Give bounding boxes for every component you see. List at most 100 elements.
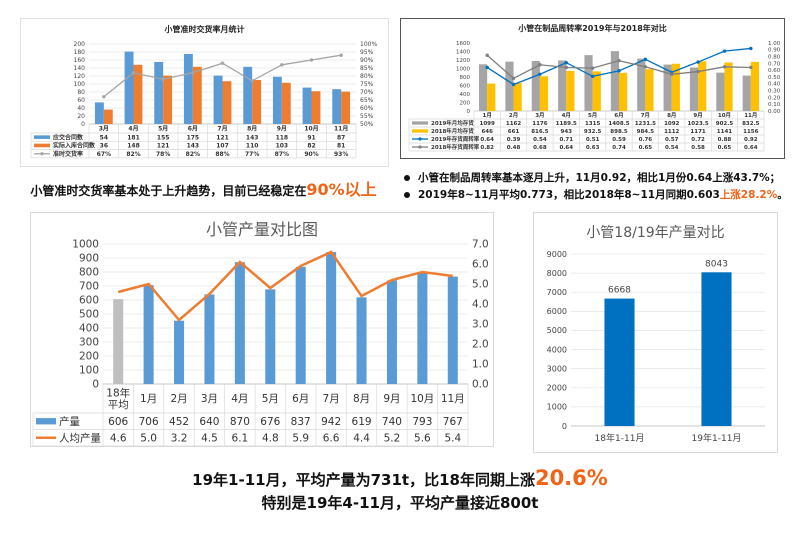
table-value-cell: 0.51 [586,137,600,143]
bar [645,69,654,111]
bar [341,91,351,124]
right-axis-tick: 7.0 [472,239,489,251]
table-value-cell: 0.54 [533,137,547,143]
left-axis-tick: 20 [77,113,85,120]
bar [505,61,514,111]
bar [619,72,628,111]
left-axis-tick: 900 [79,253,99,265]
chart-title: 小管18/19年产量对比 [586,225,724,241]
table-value-cell: 0.68 [533,145,547,151]
left-axis-tick: 0 [81,121,85,128]
left-axis-tick: 400 [79,323,99,335]
table-header-cell: 1月 [483,111,492,119]
table-value-cell: 816.5 [531,129,549,135]
table-header-cell: 8月 [353,393,370,405]
chart-title: 小管产量对比图 [206,220,318,239]
table-value-cell: 36 [100,143,108,150]
left-axis-tick: 200 [74,41,86,48]
bar [417,272,428,384]
table-header-cell: 7月 [323,393,340,405]
bar [716,72,725,111]
table-value-cell: 4.4 [353,432,370,444]
table-header-cell: 7月 [217,125,227,133]
table-value-cell: 118 [276,134,289,141]
line-marker [511,82,516,87]
bullet-text: 小管在制品周转率基本逐月上升，11月0.92，相比1月份0.64上涨43.7%； [418,172,781,184]
bar [281,82,291,124]
bar [213,75,223,124]
table-value-cell: 5.9 [292,432,309,444]
right-axis-tick: 0.20 [768,95,781,101]
right-axis-tick: 70% [360,89,374,96]
table-value-cell: 143 [187,143,200,150]
table-value-cell: 175 [187,134,200,141]
table-value-cell: 619 [352,416,372,428]
table-header-cell: 2月 [509,111,518,119]
table-value-cell: 87% [275,151,289,158]
on-time-delivery-chart: 小管准时交货率月统计 0 20 40 60 80 100 120 140 160 180 200 50%… [20,18,389,167]
bar [143,285,154,384]
table-value-cell: 640 [199,416,219,428]
left-axis-tick: 200 [460,100,471,106]
table-header-cell: 6月 [188,125,198,133]
table-value-cell: 54 [100,134,108,141]
table-value-cell: 0.48 [507,145,521,151]
right-axis-tick: 4.0 [472,299,489,311]
bar [689,67,699,111]
bar [663,64,672,111]
table-value-cell: 0.39 [507,137,521,143]
line-marker [485,53,489,57]
table-value-cell: 1171 [690,129,705,135]
line-marker [511,76,516,81]
bullet-1: 小管在制品周转率基本逐月上升，11月0.92，相比1月份0.64上涨43.7%； [404,170,780,185]
bar [698,61,707,111]
right-axis-tick: 1.00 [768,41,781,47]
bar [610,51,619,111]
table-value-cell: 0.54 [665,145,679,151]
right-axis-tick: 0.0 [472,379,489,391]
left-axis-tick: 140 [74,65,86,72]
line-marker [670,72,674,76]
bar [252,80,262,124]
legend-label: 2019年存货周转率 [431,135,480,143]
table-value-cell: 0.64 [559,145,573,151]
table-value-cell: 932.5 [584,129,602,135]
table-header-cell: 8月 [247,125,257,133]
table-header-cell: 3月 [201,393,218,405]
table-value-cell: 88% [215,151,229,158]
right-axis-tick: 100% [360,41,377,48]
bar [302,87,312,124]
table-header-cell: 7月 [641,111,650,119]
bar [163,75,173,124]
table-value-cell: 67% [97,151,111,158]
left-axis-tick: 100 [79,365,99,377]
bar [592,71,601,111]
line-marker [590,66,595,70]
bar [513,82,522,111]
bar [133,64,143,124]
bar [750,61,759,111]
table-value-cell: 110 [246,143,259,150]
table-header-cell: 4月 [231,393,248,405]
bullet-highlight: 上涨28.2% [719,189,778,201]
table-value-cell: 81 [337,143,345,150]
bar [724,62,733,111]
left-axis-tick: 1400 [456,49,470,55]
line-marker [485,65,489,70]
table-value-cell: 793 [412,416,432,428]
table-value-cell: 0.76 [639,137,653,143]
table-value-cell: 0.71 [559,137,573,143]
bar [183,54,193,124]
table-value-cell: 0.88 [718,137,732,143]
bar [447,276,458,384]
bar [265,289,276,384]
line-marker [538,72,542,76]
left-axis-tick: 6000 [547,307,567,316]
table-header-cell: 4月 [562,111,571,119]
right-axis-tick: 95% [360,49,374,56]
left-axis-tick: 0 [562,422,567,431]
table-header-cell: 11月 [334,125,348,133]
table-header-cell: 4月 [128,125,138,133]
bullet-2: 2019年8~11月平均0.773，相比2018年8~11月同期0.603上涨2… [404,187,788,202]
table-header-cell: 6月 [292,393,309,405]
